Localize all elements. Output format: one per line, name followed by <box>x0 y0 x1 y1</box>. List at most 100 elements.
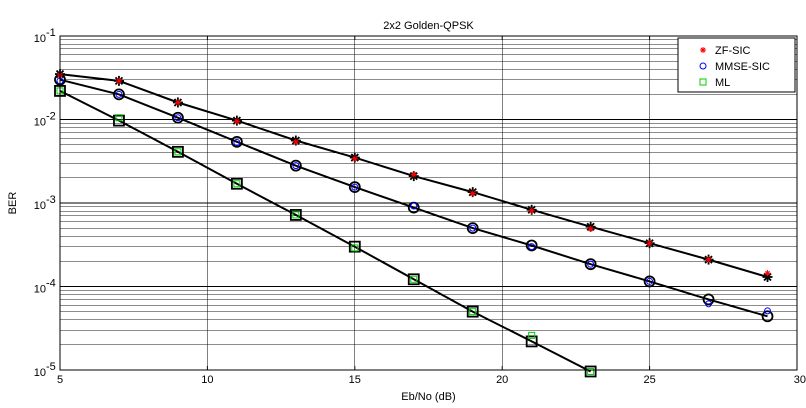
fit-curve-marker <box>289 159 302 172</box>
asterisk-stroke <box>765 270 770 276</box>
data-point-zf-sic <box>174 99 181 106</box>
y-tick-label: 10 <box>34 117 46 129</box>
legend-marker-mmse-sic <box>699 62 707 70</box>
data-point-mmse-sic <box>174 114 182 122</box>
y-tick-exponent: -4 <box>46 278 56 290</box>
legend-label-zf-sic: ZF-SIC <box>715 45 750 57</box>
asterisk-stroke <box>293 139 299 145</box>
x-tick-label: 20 <box>496 374 508 386</box>
data-point-ml <box>292 211 300 219</box>
data-point-mmse-sic <box>351 183 359 191</box>
data-point-zf-sic <box>705 256 712 263</box>
fit-curve-marker <box>466 305 479 318</box>
data-point-ml <box>351 244 359 252</box>
data-point-mmse-sic <box>115 90 123 98</box>
y-tick-exponent: -2 <box>46 111 56 123</box>
fit-curve-marker <box>172 111 184 124</box>
asterisk-stroke <box>588 226 594 232</box>
legend-label-ml: ML <box>715 77 730 89</box>
x-tick-label: 10 <box>201 374 213 386</box>
fit-curve-marker <box>230 177 243 190</box>
data-point-ml <box>410 275 418 283</box>
fit-curve-marker <box>584 365 597 378</box>
grid-lines <box>60 36 797 370</box>
data-point-mmse-sic <box>646 277 654 285</box>
data-markers <box>56 72 772 375</box>
y-tick-exponent: -3 <box>46 194 56 206</box>
fit-curve-marker <box>407 273 420 286</box>
x-tick-label: 30 <box>794 374 806 386</box>
data-point-ml <box>174 148 182 156</box>
fit-curve-marker <box>113 114 125 127</box>
data-point-zf-sic <box>292 138 299 145</box>
fit-curve-marker <box>702 293 715 306</box>
y-tick-label: 10 <box>34 367 46 379</box>
fit-curve-marker <box>761 310 774 323</box>
asterisk-stroke <box>175 100 181 105</box>
legend-box <box>677 37 796 93</box>
data-point-zf-sic <box>115 77 122 84</box>
fit-curve-marker <box>525 335 538 348</box>
data-point-ml <box>233 180 241 188</box>
data-point-ml <box>469 308 477 316</box>
fit-curve-marker <box>466 222 479 235</box>
data-point-ml <box>587 367 595 375</box>
chart-title: 2x2 Golden-QPSK <box>383 20 474 32</box>
y-tick-label: 10 <box>34 284 46 296</box>
fit-curve-marker <box>525 239 538 252</box>
data-point-mmse-sic <box>764 307 772 315</box>
x-tick-label: 25 <box>643 374 655 386</box>
fit-curve-marker <box>348 240 361 253</box>
data-point-mmse-sic <box>233 139 241 147</box>
data-point-zf-sic <box>351 155 358 162</box>
y-tick-exponent: -1 <box>46 27 56 39</box>
y-tick-label: 10 <box>34 33 46 45</box>
y-tick-label: 10 <box>34 200 46 212</box>
data-point-zf-sic <box>587 225 594 232</box>
data-point-zf-sic <box>410 171 417 178</box>
fit-curve-marker <box>643 275 656 288</box>
asterisk-stroke <box>234 118 240 124</box>
data-point-ml <box>115 114 123 122</box>
fit-curve-marker <box>348 181 361 194</box>
x-axis-label: Eb/No (dB) <box>401 391 455 403</box>
data-point-zf-sic <box>764 270 771 277</box>
asterisk-stroke <box>411 171 417 177</box>
fit-curve-marker <box>289 209 302 221</box>
asterisk-stroke <box>352 156 358 162</box>
fit-curve-square <box>59 90 592 373</box>
data-point-zf-sic <box>233 118 240 125</box>
x-tick-label: 5 <box>57 374 63 386</box>
legend-label-mmse-sic: MMSE-SIC <box>715 61 770 73</box>
fit-curve-marker <box>584 258 597 271</box>
asterisk-stroke <box>700 47 706 53</box>
x-tick-label: 15 <box>349 374 361 386</box>
y-tick-exponent: -5 <box>46 361 56 373</box>
y-axis-label: BER <box>7 192 19 215</box>
data-point-mmse-sic <box>528 243 536 251</box>
data-point-zf-sic <box>528 207 535 214</box>
data-point-mmse-sic <box>469 224 477 232</box>
asterisk-stroke <box>529 208 535 214</box>
data-point-mmse-sic <box>410 202 418 210</box>
legend: ZF-SIC MMSE-SIC ML <box>677 37 796 93</box>
data-point-zf-sic <box>646 240 653 247</box>
data-point-mmse-sic <box>292 162 300 170</box>
data-point-mmse-sic <box>705 300 713 308</box>
asterisk-stroke <box>470 191 476 196</box>
fit-curve-marker <box>113 88 125 101</box>
fit-curve-circle <box>59 78 768 318</box>
data-point-ml <box>528 331 536 339</box>
asterisk-stroke <box>647 240 653 246</box>
fit-curve-marker <box>172 145 184 158</box>
legend-marker-zf-sic <box>700 47 706 53</box>
fit-curve-marker <box>230 135 243 148</box>
legend-marker-ml <box>699 78 707 86</box>
data-point-zf-sic <box>469 190 476 197</box>
data-point-mmse-sic <box>587 260 595 268</box>
asterisk-stroke <box>706 257 712 263</box>
asterisk-stroke <box>116 78 122 84</box>
